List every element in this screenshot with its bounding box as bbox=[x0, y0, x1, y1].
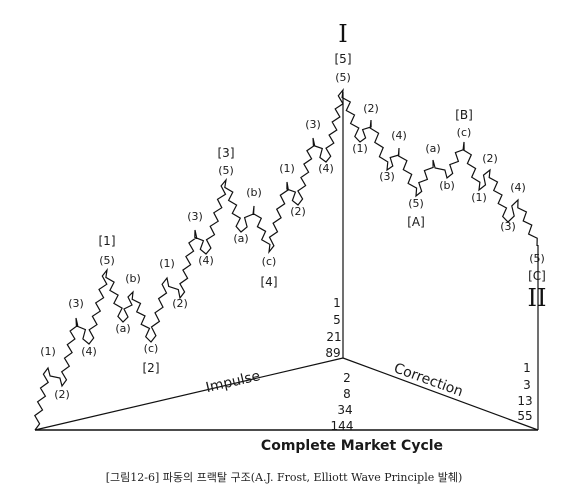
figure-caption: [그림12-6] 파동의 프랙탈 구조(A.J. Frost, Elliott … bbox=[106, 471, 463, 484]
w3-sub3: (3) bbox=[187, 210, 203, 223]
wb-sub-b: (b) bbox=[439, 179, 455, 192]
w1-sub4: (4) bbox=[81, 345, 97, 358]
wave-path bbox=[34, 88, 538, 431]
total-count-3: 34 bbox=[337, 403, 352, 417]
w5-sub2: (2) bbox=[290, 205, 306, 218]
wa-bracket: [A] bbox=[407, 215, 425, 229]
total-count-1: 2 bbox=[343, 371, 351, 385]
w2-bracket: [2] bbox=[143, 361, 160, 375]
w3-sub5: (5) bbox=[218, 164, 234, 177]
w5-sub1: (1) bbox=[279, 162, 295, 175]
correction-diagonal bbox=[342, 357, 539, 431]
peak-label-paren: (5) bbox=[335, 71, 351, 84]
w4-bracket: [4] bbox=[261, 275, 278, 289]
total-count-4: 144 bbox=[331, 419, 354, 433]
wa-sub5: (5) bbox=[408, 197, 424, 210]
total-count-2: 8 bbox=[343, 387, 351, 401]
wc-sub3: (3) bbox=[500, 220, 516, 233]
w2-sub-c: (c) bbox=[144, 342, 159, 355]
w3-bracket: [3] bbox=[218, 146, 235, 160]
w1-sub3: (3) bbox=[68, 297, 84, 310]
w3-sub2: (2) bbox=[172, 297, 188, 310]
wa-sub3: (3) bbox=[379, 170, 395, 183]
impulse-count-1: 1 bbox=[333, 296, 341, 310]
w5-sub3: (3) bbox=[305, 118, 321, 131]
wa-sub1: (1) bbox=[352, 142, 368, 155]
peak-label-bracket: [5] bbox=[335, 52, 352, 66]
impulse-count-3: 21 bbox=[326, 330, 341, 344]
wb-sub-c: (c) bbox=[457, 126, 472, 139]
w1-sub5: (5) bbox=[99, 254, 115, 267]
w1-sub1: (1) bbox=[40, 345, 56, 358]
wc-sub4: (4) bbox=[510, 181, 526, 194]
w4-sub-a: (a) bbox=[233, 232, 248, 245]
wc-sub2: (2) bbox=[482, 152, 498, 165]
wb-bracket: [B] bbox=[455, 108, 473, 122]
end-label-bracket: [C] bbox=[528, 269, 546, 283]
correction-count-3: 13 bbox=[517, 394, 532, 408]
correction-count-1: 1 bbox=[523, 361, 531, 375]
w3-sub4: (4) bbox=[198, 254, 214, 267]
correction-count-4: 55 bbox=[517, 409, 532, 423]
w1-sub2: (2) bbox=[54, 388, 70, 401]
w4-sub-c: (c) bbox=[262, 255, 277, 268]
impulse-label: Impulse bbox=[204, 368, 262, 396]
wa-sub2: (2) bbox=[363, 102, 379, 115]
wb-sub-a: (a) bbox=[425, 142, 440, 155]
w2-sub-a: (a) bbox=[115, 322, 130, 335]
w4-sub-b: (b) bbox=[246, 186, 262, 199]
wa-sub4: (4) bbox=[391, 129, 407, 142]
impulse-diagonal bbox=[34, 357, 344, 431]
wc-sub1: (1) bbox=[471, 191, 487, 204]
bottom-marker: II bbox=[528, 284, 547, 312]
end-label-paren: (5) bbox=[529, 252, 545, 265]
impulse-count-2: 5 bbox=[333, 313, 341, 327]
top-marker: I bbox=[338, 20, 347, 48]
w5-sub4: (4) bbox=[318, 162, 334, 175]
w3-sub1: (1) bbox=[159, 257, 175, 270]
w1-bracket: [1] bbox=[99, 234, 116, 248]
correction-count-2: 3 bbox=[523, 378, 531, 392]
cycle-label: Complete Market Cycle bbox=[261, 438, 443, 454]
w2-sub-b: (b) bbox=[125, 272, 141, 285]
impulse-count-4: 89 bbox=[325, 346, 340, 360]
